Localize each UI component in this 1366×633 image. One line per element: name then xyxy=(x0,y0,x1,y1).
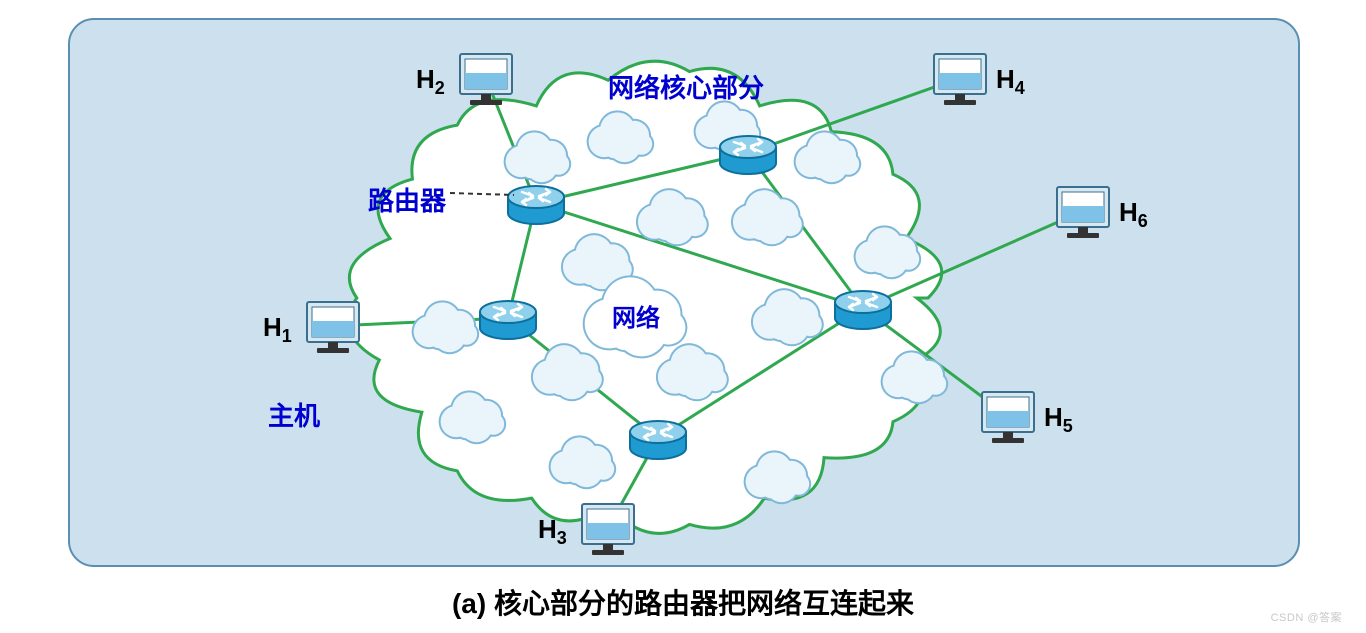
router-icon xyxy=(835,291,891,329)
router-icon xyxy=(508,186,564,224)
router-icon xyxy=(630,421,686,459)
host-label-H2: H2 xyxy=(416,64,445,99)
host-icon xyxy=(982,392,1034,443)
host-icon xyxy=(582,504,634,555)
host-label-H6: H6 xyxy=(1119,197,1148,232)
host-label-H5: H5 xyxy=(1044,402,1073,437)
network-label: 网络 xyxy=(612,304,660,332)
host-label-text: 主机 xyxy=(268,396,320,433)
host-label-H1: H1 xyxy=(263,312,292,347)
host-icon xyxy=(934,54,986,105)
figure-caption: (a) 核心部分的路由器把网络互连起来 xyxy=(0,582,1366,622)
router-icon xyxy=(480,301,536,339)
host-icon xyxy=(460,54,512,105)
host-label-H3: H3 xyxy=(538,514,567,549)
host-label-H4: H4 xyxy=(996,64,1025,99)
router-icon xyxy=(720,136,776,174)
watermark: CSDN @答案 xyxy=(1271,609,1342,625)
core-label: 网络核心部分 xyxy=(608,68,764,105)
router-label: 路由器 xyxy=(368,181,446,218)
host-icon xyxy=(307,302,359,353)
host-icon xyxy=(1057,187,1109,238)
